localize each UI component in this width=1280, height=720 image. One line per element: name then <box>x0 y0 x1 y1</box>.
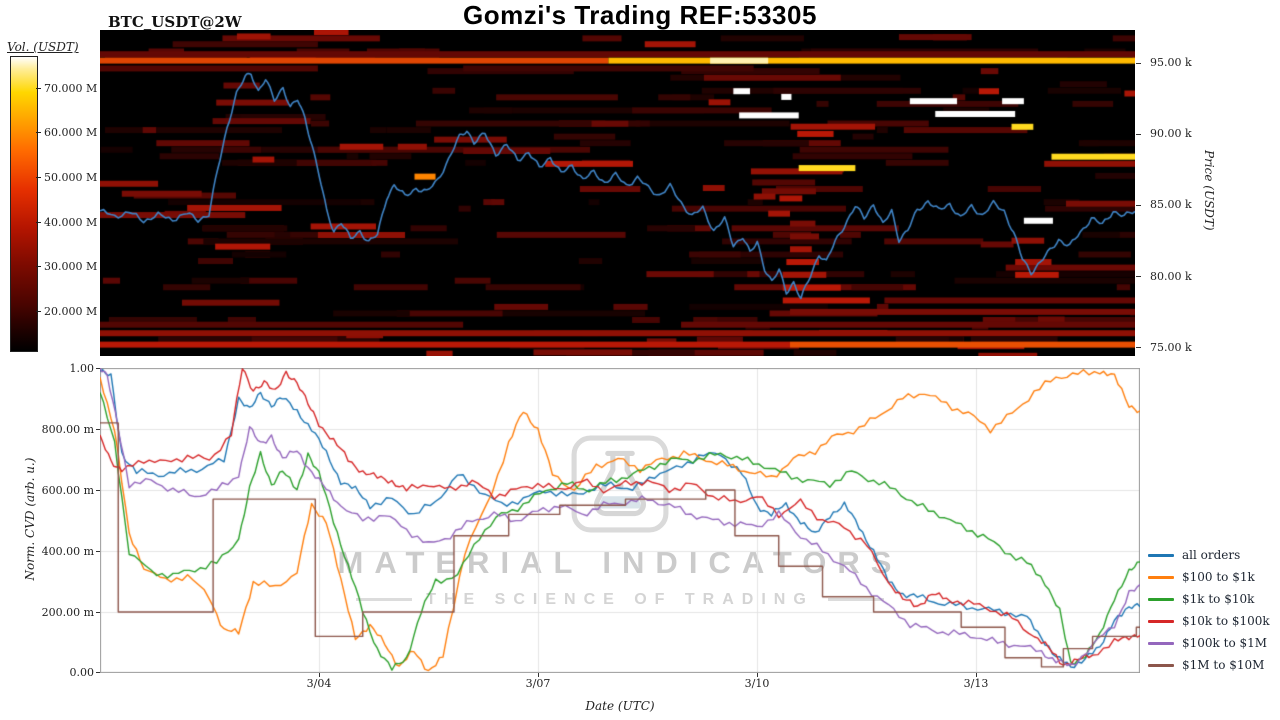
legend-label: $100 to $1k <box>1182 570 1255 584</box>
price-tick: 90.00 k <box>1150 127 1192 140</box>
price-tick-mark <box>1136 205 1141 206</box>
price-axis-title: Price (USDT) <box>1202 150 1216 231</box>
price-tick-mark <box>1136 276 1141 277</box>
cvd-xtick-mark <box>757 673 758 677</box>
symbol-label: BTC_USDT@2W <box>108 13 242 31</box>
cvd-xtick: 3/07 <box>525 677 551 690</box>
cvd-ytick-mark <box>96 612 100 613</box>
legend-item: $100 to $1k <box>1148 569 1255 585</box>
colorbar-tick-mark <box>36 266 41 267</box>
cvd-ytick: 200.00 m <box>41 606 94 619</box>
colorbar-tick-mark <box>36 311 41 312</box>
cvd-axis-title: Norm. CVD (arb. u.) <box>23 457 37 581</box>
cvd-ytick-mark <box>96 429 100 430</box>
cvd-ytick-mark <box>96 368 100 369</box>
colorbar-tick: 30.000 M <box>44 260 98 273</box>
price-tick: 85.00 k <box>1150 198 1192 211</box>
colorbar-tick: 40.000 M <box>44 216 98 229</box>
date-axis-title: Date (UTC) <box>585 699 655 713</box>
legend-label: $1M to $10M <box>1182 658 1265 672</box>
cvd-ytick: 1.00 <box>69 362 95 375</box>
cvd-xtick-mark <box>319 673 320 677</box>
cvd-line-chart <box>100 368 1140 673</box>
colorbar-tick-mark <box>36 88 41 89</box>
cvd-ytick: 800.00 m <box>41 423 94 436</box>
cvd-xtick-mark <box>976 673 977 677</box>
legend-label: all orders <box>1182 548 1241 562</box>
legend-item: $10k to $100k <box>1148 613 1270 629</box>
legend-label: $100k to $1M <box>1182 636 1268 650</box>
cvd-ytick-mark <box>96 672 100 673</box>
page-title: Gomzi's Trading REF:53305 <box>463 0 817 30</box>
cvd-xtick: 3/04 <box>306 677 332 690</box>
cvd-xtick: 3/13 <box>963 677 989 690</box>
cvd-xtick-mark <box>538 673 539 677</box>
legend-item: $1k to $10k <box>1148 591 1254 607</box>
colorbar-tick: 50.000 M <box>44 171 98 184</box>
colorbar-tick-mark <box>36 222 41 223</box>
legend-item: all orders <box>1148 547 1240 563</box>
colorbar-tick-mark <box>36 177 41 178</box>
price-tick: 95.00 k <box>1150 56 1192 69</box>
legend-label: $1k to $10k <box>1182 592 1255 606</box>
legend-item: $1M to $10M <box>1148 657 1264 673</box>
legend-swatch <box>1148 663 1174 667</box>
legend-swatch <box>1148 553 1174 557</box>
colorbar-tick: 70.000 M <box>44 82 98 95</box>
legend-item: $100k to $1M <box>1148 635 1267 651</box>
colorbar-tick: 60.000 M <box>44 126 98 139</box>
legend-swatch <box>1148 641 1174 645</box>
volume-colorbar <box>10 56 38 352</box>
cvd-xtick: 3/10 <box>744 677 770 690</box>
price-tick-mark <box>1136 347 1141 348</box>
price-tick-mark <box>1136 63 1141 64</box>
cvd-ytick-mark <box>96 490 100 491</box>
cvd-ytick: 400.00 m <box>41 545 94 558</box>
colorbar-title: Vol. (USDT) <box>7 40 79 54</box>
legend-swatch <box>1148 575 1174 579</box>
price-tick-mark <box>1136 134 1141 135</box>
cvd-ytick: 0.00 <box>69 666 95 679</box>
colorbar-tick: 20.000 M <box>44 305 98 318</box>
legend-label: $10k to $100k <box>1182 614 1270 628</box>
cvd-ytick-mark <box>96 551 100 552</box>
legend-swatch <box>1148 597 1174 601</box>
cvd-ytick: 600.00 m <box>41 484 94 497</box>
price-tick: 75.00 k <box>1150 341 1192 354</box>
legend-swatch <box>1148 619 1174 623</box>
liquidity-heatmap-chart <box>100 30 1135 356</box>
price-tick: 80.00 k <box>1150 270 1192 283</box>
colorbar-tick-mark <box>36 132 41 133</box>
